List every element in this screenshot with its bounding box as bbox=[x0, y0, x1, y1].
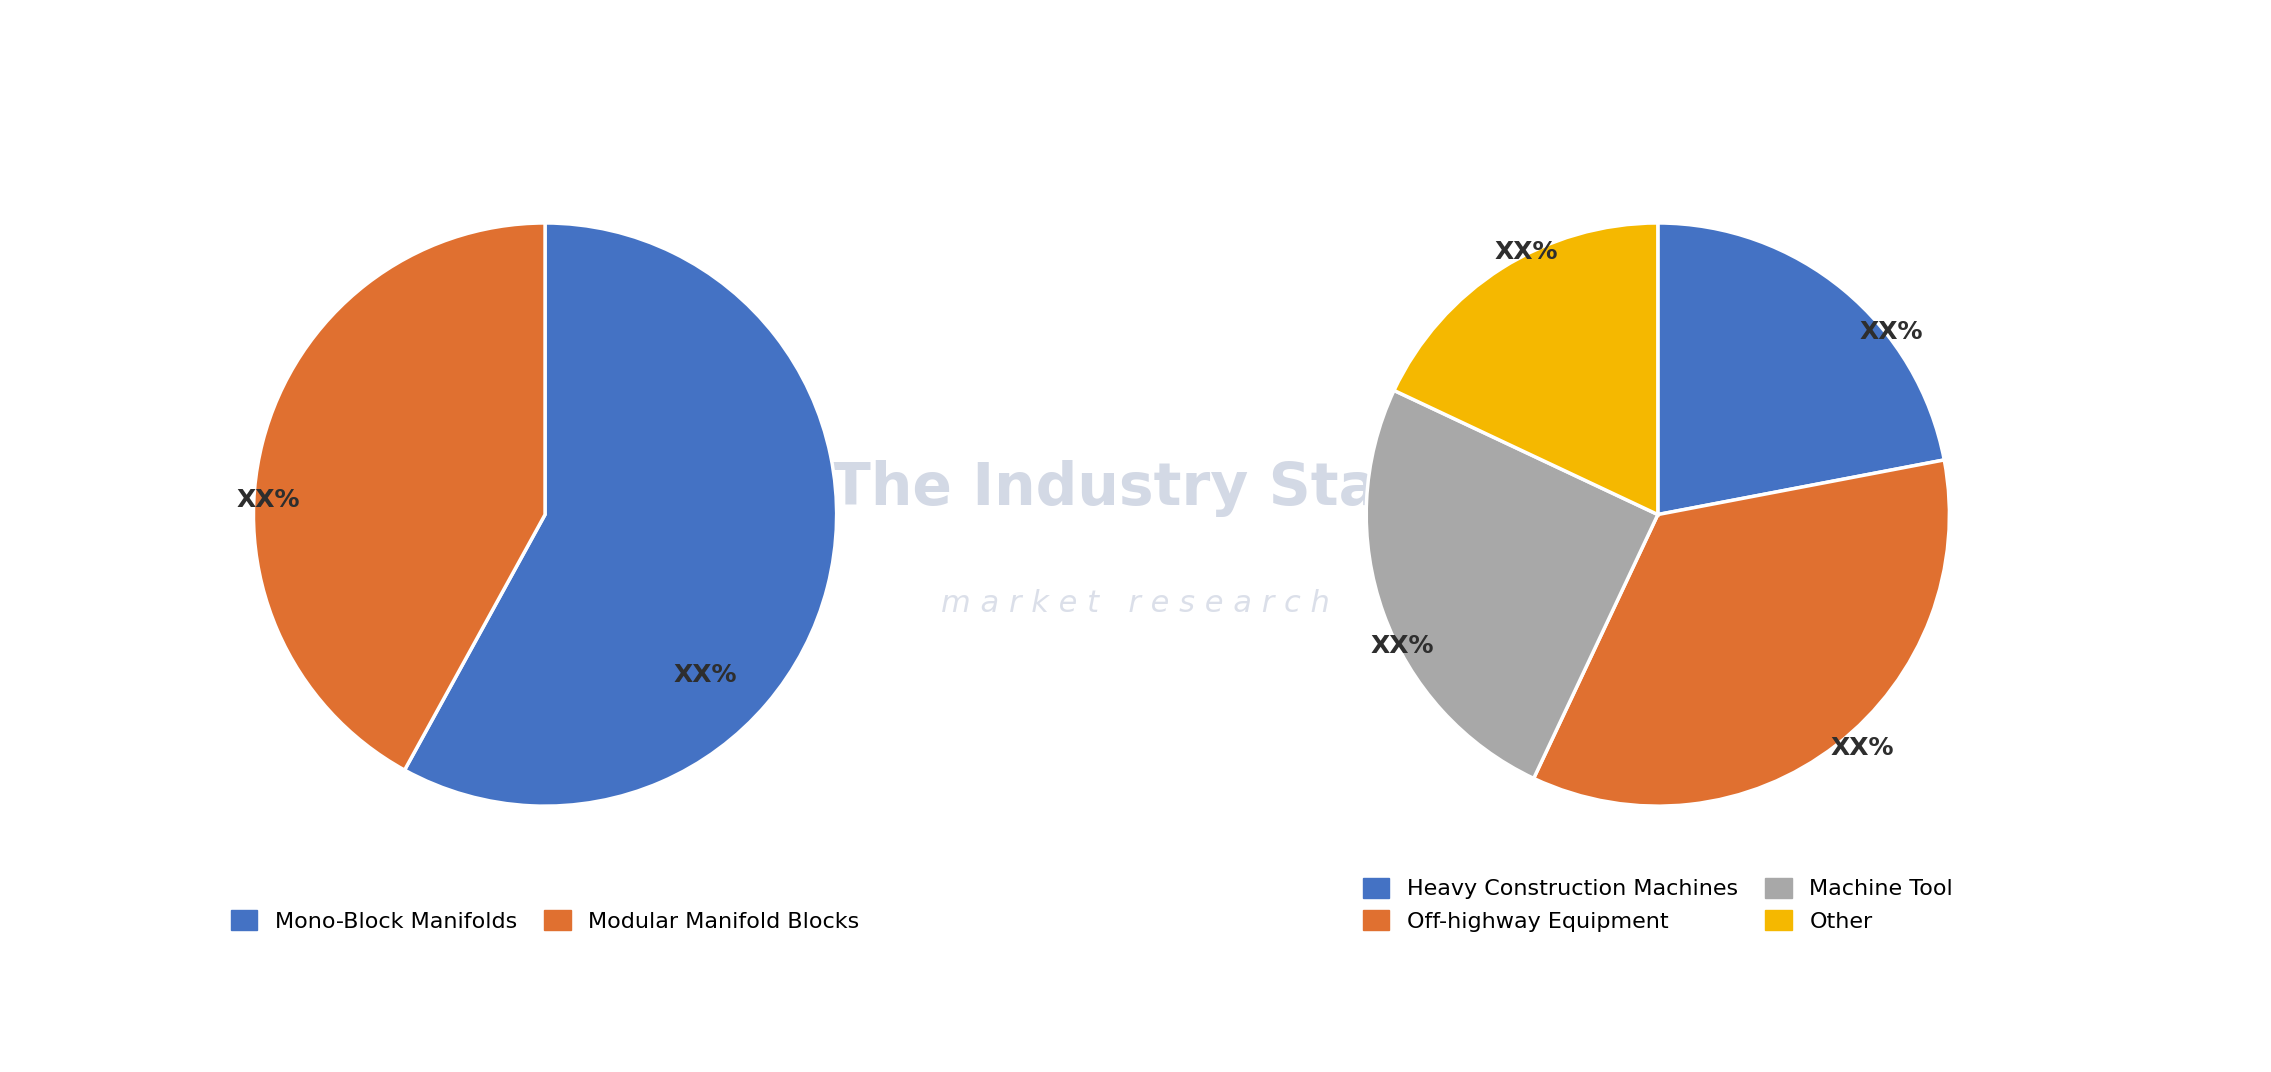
Text: m a r k e t   r e s e a r c h: m a r k e t r e s e a r c h bbox=[940, 589, 1331, 617]
Legend: Mono-Block Manifolds, Modular Manifold Blocks: Mono-Block Manifolds, Modular Manifold B… bbox=[223, 902, 868, 941]
Text: XX%: XX% bbox=[1494, 240, 1558, 264]
Text: Source: Theindustrystats Analysis: Source: Theindustrystats Analysis bbox=[41, 1018, 470, 1038]
Text: XX%: XX% bbox=[1372, 634, 1435, 658]
Text: XX%: XX% bbox=[236, 488, 300, 512]
Text: XX%: XX% bbox=[674, 662, 738, 687]
Text: The Industry Stats: The Industry Stats bbox=[831, 460, 1440, 517]
Text: Fig. Global Hydraulic Manifolds Market Share by Product Types & Application: Fig. Global Hydraulic Manifolds Market S… bbox=[27, 39, 1419, 70]
Wedge shape bbox=[254, 223, 545, 770]
Text: XX%: XX% bbox=[1860, 321, 1924, 344]
Wedge shape bbox=[1367, 390, 1658, 778]
Text: XX%: XX% bbox=[1830, 735, 1894, 760]
Wedge shape bbox=[1394, 223, 1658, 515]
Text: Email: sales@theindustrystats.com: Email: sales@theindustrystats.com bbox=[915, 1018, 1356, 1038]
Legend: Heavy Construction Machines, Off-highway Equipment, Machine Tool, Other: Heavy Construction Machines, Off-highway… bbox=[1354, 868, 1962, 941]
Wedge shape bbox=[1533, 460, 1949, 806]
Text: Website: www.theindustrystats.com: Website: www.theindustrystats.com bbox=[1774, 1018, 2230, 1038]
Wedge shape bbox=[1658, 223, 1944, 515]
Wedge shape bbox=[404, 223, 836, 806]
